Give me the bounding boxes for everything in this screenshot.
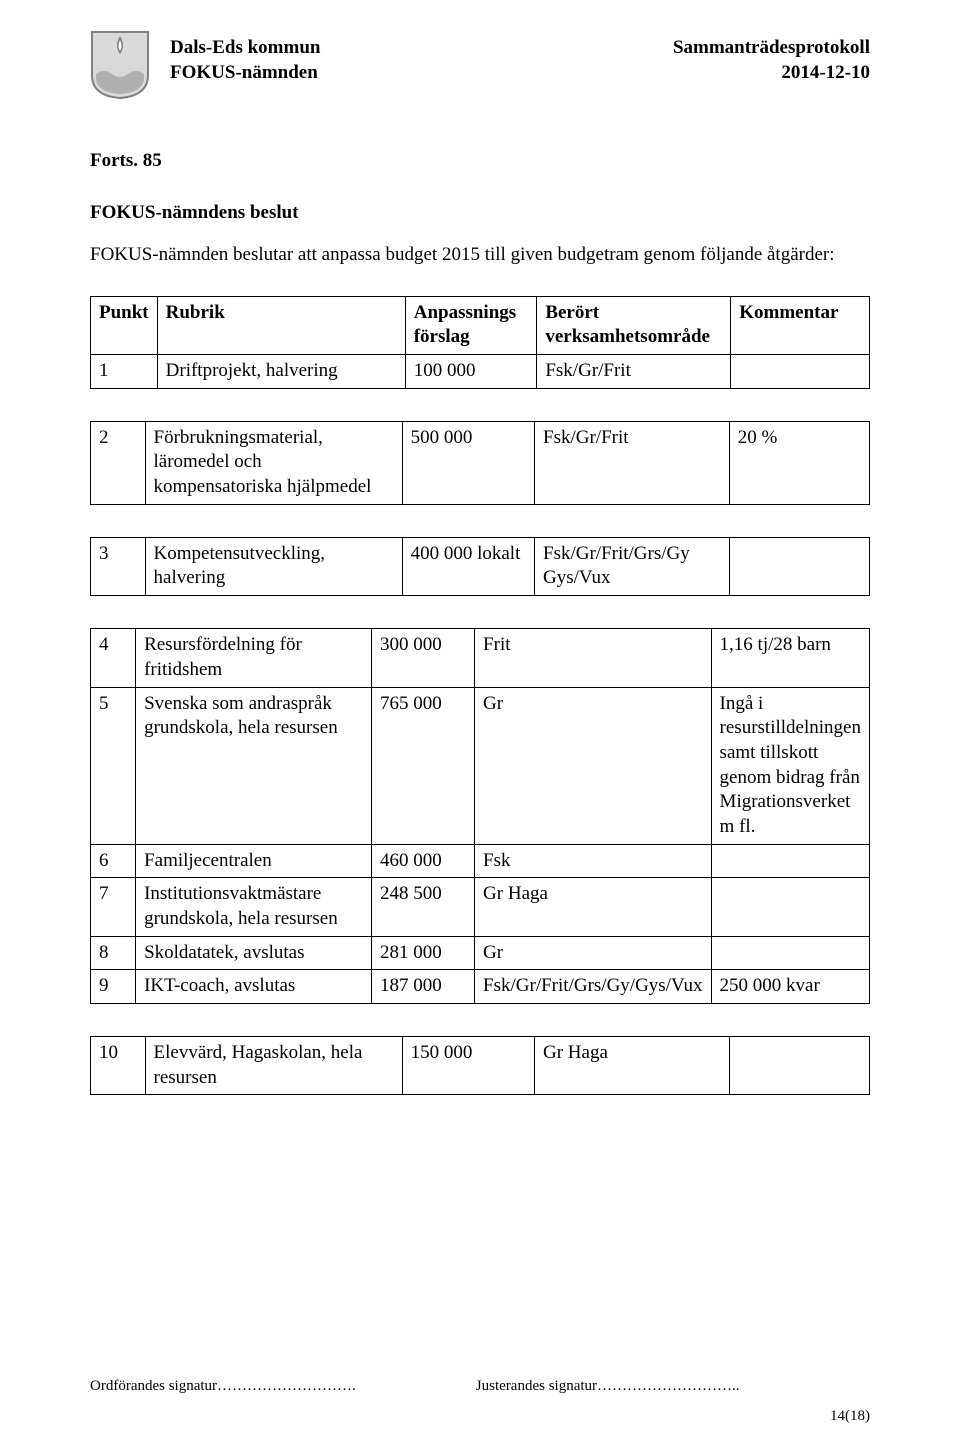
table-cell: Gr Haga: [535, 1037, 730, 1095]
table-cell: Ingå i resurstilldelningen samt tillskot…: [711, 687, 869, 844]
table-row: 4Resursfördelning för fritidshem300 000F…: [91, 629, 870, 687]
table-cell: IKT-coach, avslutas: [136, 970, 372, 1004]
col-anpassning: Anpassnings förslag: [405, 296, 537, 354]
table-cell: Gr: [475, 936, 712, 970]
table-cell: Fsk/Gr/Frit: [537, 355, 731, 389]
committee-name: FOKUS-nämnden: [170, 61, 320, 86]
table-cell: [729, 537, 869, 595]
page-number: 14(18): [830, 1408, 870, 1425]
header-text: Dals-Eds kommun FOKUS-nämnden Sammanträd…: [170, 30, 870, 85]
table-cell: 1: [91, 355, 158, 389]
chair-signature: Ordförandes signatur……………………….: [90, 1378, 356, 1395]
budget-table-a: Punkt Rubrik Anpassnings förslag Berört …: [90, 296, 870, 389]
table-row: 5Svenska som andraspråk grundskola, hela…: [91, 687, 870, 844]
table-cell: 1,16 tj/28 barn: [711, 629, 869, 687]
budget-table-e: 10Elevvärd, Hagaskolan, hela resursen150…: [90, 1036, 870, 1095]
table-cell: Gr Haga: [475, 878, 712, 936]
header-left: Dals-Eds kommun FOKUS-nämnden: [170, 36, 320, 85]
table-row: 7Institutionsvaktmästare grundskola, hel…: [91, 878, 870, 936]
table-cell: Gr: [475, 687, 712, 844]
signature-line: Ordförandes signatur………………………. Justerand…: [90, 1378, 870, 1395]
doc-date: 2014-12-10: [673, 61, 870, 86]
table-cell: 8: [91, 936, 136, 970]
table-cell: 300 000: [371, 629, 474, 687]
table-cell: Förbrukningsmaterial, läromedel och komp…: [145, 421, 402, 504]
table-cell: 400 000 lokalt: [402, 537, 534, 595]
table-row: 1Driftprojekt, halvering100 000Fsk/Gr/Fr…: [91, 355, 870, 389]
table-row: 8Skoldatatek, avslutas281 000Gr: [91, 936, 870, 970]
table-cell: Kompetensutveckling, halvering: [145, 537, 402, 595]
table-cell: 6: [91, 844, 136, 878]
page-header: Dals-Eds kommun FOKUS-nämnden Sammanträd…: [90, 30, 870, 100]
page: Dals-Eds kommun FOKUS-nämnden Sammanträd…: [0, 0, 960, 1455]
table-row: 2Förbrukningsmaterial, läromedel och kom…: [91, 421, 870, 504]
table-cell: 765 000: [371, 687, 474, 844]
table-cell: 100 000: [405, 355, 537, 389]
table-cell: 281 000: [371, 936, 474, 970]
table-cell: 187 000: [371, 970, 474, 1004]
col-punkt: Punkt: [91, 296, 158, 354]
table-cell: 4: [91, 629, 136, 687]
table-cell: 9: [91, 970, 136, 1004]
org-name: Dals-Eds kommun: [170, 36, 320, 61]
table-cell: 5: [91, 687, 136, 844]
municipal-crest-icon: [90, 30, 150, 100]
table-cell: 250 000 kvar: [711, 970, 869, 1004]
table-cell: Skoldatatek, avslutas: [136, 936, 372, 970]
table-cell: Fsk: [475, 844, 712, 878]
table-cell: Institutionsvaktmästare grundskola, hela…: [136, 878, 372, 936]
table-cell: Fsk/Gr/Frit: [535, 421, 730, 504]
table-cell: 7: [91, 878, 136, 936]
header-right: Sammanträdesprotokoll 2014-12-10: [673, 36, 870, 85]
table-cell: [711, 936, 869, 970]
continuation-label: Forts. 85: [90, 150, 870, 172]
table-cell: 500 000: [402, 421, 534, 504]
footer: Ordförandes signatur………………………. Justerand…: [90, 1378, 870, 1395]
decision-title: FOKUS-nämndens beslut: [90, 202, 870, 224]
table-cell: 460 000: [371, 844, 474, 878]
table-cell: Fsk/Gr/Frit/Grs/Gy Gys/Vux: [535, 537, 730, 595]
col-berort: Berört verksamhetsområde: [537, 296, 731, 354]
table-cell: 10: [91, 1037, 146, 1095]
table-cell: Fsk/Gr/Frit/Grs/Gy/Gys/Vux: [475, 970, 712, 1004]
budget-table-d: 4Resursfördelning för fritidshem300 000F…: [90, 628, 870, 1004]
table-cell: 2: [91, 421, 146, 504]
table-cell: [711, 878, 869, 936]
table-cell: Frit: [475, 629, 712, 687]
table-cell: Svenska som andraspråk grundskola, hela …: [136, 687, 372, 844]
table-cell: 150 000: [402, 1037, 534, 1095]
table-cell: [729, 1037, 869, 1095]
decision-text: FOKUS-nämnden beslutar att anpassa budge…: [90, 242, 870, 268]
col-rubrik: Rubrik: [157, 296, 405, 354]
adjuster-signature: Justerandes signatur………………………..: [476, 1378, 740, 1395]
table-cell: 20 %: [729, 421, 869, 504]
budget-table-c: 3Kompetensutveckling, halvering400 000 l…: [90, 537, 870, 596]
col-kommentar: Kommentar: [731, 296, 870, 354]
table-cell: Resursfördelning för fritidshem: [136, 629, 372, 687]
table-cell: [731, 355, 870, 389]
table-header-row: Punkt Rubrik Anpassnings förslag Berört …: [91, 296, 870, 354]
table-row: 9IKT-coach, avslutas187 000Fsk/Gr/Frit/G…: [91, 970, 870, 1004]
table-row: 6Familjecentralen460 000Fsk: [91, 844, 870, 878]
table-row: 3Kompetensutveckling, halvering400 000 l…: [91, 537, 870, 595]
budget-table-b: 2Förbrukningsmaterial, läromedel och kom…: [90, 421, 870, 505]
table-cell: 248 500: [371, 878, 474, 936]
doc-type: Sammanträdesprotokoll: [673, 36, 870, 61]
table-cell: [711, 844, 869, 878]
table-row: 10Elevvärd, Hagaskolan, hela resursen150…: [91, 1037, 870, 1095]
table-cell: Driftprojekt, halvering: [157, 355, 405, 389]
table-cell: Elevvärd, Hagaskolan, hela resursen: [145, 1037, 402, 1095]
table-cell: Familjecentralen: [136, 844, 372, 878]
table-cell: 3: [91, 537, 146, 595]
